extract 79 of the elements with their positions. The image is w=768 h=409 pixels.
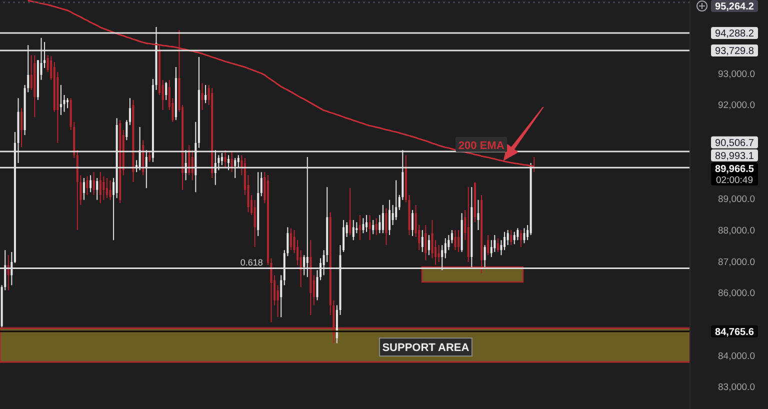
candlestick (395, 180, 398, 221)
ref-line-label: 95,264.2 (715, 2, 754, 12)
candlestick (477, 199, 480, 231)
candlestick (352, 220, 354, 241)
candlestick (128, 98, 131, 126)
y-tick-label: 86,000.0 (718, 288, 755, 300)
y-tick-label: 87,000.0 (718, 256, 755, 268)
candlestick (260, 172, 262, 197)
candlestick (224, 150, 226, 168)
ref-line-label: 93,729.8 (715, 46, 754, 57)
ref-line-label: 90,506.7 (715, 138, 754, 149)
y-tick-label: 93,000.0 (718, 68, 755, 80)
candlestick (424, 224, 427, 261)
candlestick (254, 199, 256, 248)
candlestick (372, 220, 374, 235)
candlestick (92, 172, 95, 196)
candlestick (382, 204, 384, 234)
y-tick-label: 83,000.0 (718, 382, 755, 394)
candlestick (450, 230, 453, 244)
candlestick (165, 82, 168, 100)
candlestick (375, 218, 378, 236)
candlestick (510, 230, 512, 246)
candlestick (378, 214, 381, 234)
y-tick-label: 89,000.0 (718, 194, 755, 206)
candlestick (444, 238, 446, 259)
candlestick (504, 231, 506, 251)
y-tick-label: 88,000.0 (718, 226, 755, 237)
candlestick (362, 218, 364, 234)
line-series (27, 0, 535, 168)
annotation: 0.618 (240, 257, 263, 268)
candlestick (99, 172, 102, 204)
candlestick (428, 234, 430, 256)
candlestick (349, 188, 352, 236)
text: 89,966.5 (715, 164, 754, 175)
candlestick (454, 230, 456, 251)
candlestick (82, 178, 85, 200)
candlestick (458, 230, 460, 252)
candlestick (86, 176, 88, 196)
band-label: SUPPORT AREA (382, 342, 470, 354)
candlestick (487, 234, 490, 256)
candlestick (421, 230, 424, 252)
candlestick (148, 152, 151, 163)
candlestick (496, 238, 499, 252)
candlestick (126, 120, 128, 141)
candlestick (366, 214, 368, 232)
candlestick (520, 230, 522, 248)
ref-line-label: 94,288.2 (715, 28, 754, 40)
candlestick (506, 230, 509, 246)
candlestick (230, 152, 233, 173)
candlestick (356, 222, 358, 234)
candlestick (358, 214, 361, 241)
y-tick-label: 84,000.0 (718, 350, 755, 362)
y-tick-label: 92,000.0 (718, 100, 755, 112)
candlestick (106, 178, 108, 199)
ref-line-label: 84,765.6 (715, 326, 754, 338)
candlestick (204, 84, 207, 104)
series-label: 200 EMA (458, 140, 504, 152)
candlestick (438, 244, 440, 263)
candlestick (280, 274, 282, 318)
candlestick (388, 199, 391, 236)
legend-label: 89,993.1 (715, 150, 754, 162)
candlestick (109, 180, 112, 200)
candlestick (20, 108, 23, 148)
candlestick (201, 82, 204, 111)
candlestick (96, 178, 98, 200)
candlestick (368, 214, 371, 241)
candlestick (60, 84, 62, 116)
candlestick (513, 231, 516, 245)
candlestick (90, 174, 92, 193)
candlestick (270, 258, 272, 323)
candlestick (63, 94, 66, 112)
candlestick (191, 150, 194, 181)
text: 02:00:49 (716, 174, 753, 186)
candlestick (290, 228, 292, 251)
candlestick (102, 176, 105, 200)
candlestick (523, 228, 526, 244)
candlestick (412, 209, 414, 236)
candlestick (516, 228, 519, 241)
candlestick (385, 208, 388, 246)
